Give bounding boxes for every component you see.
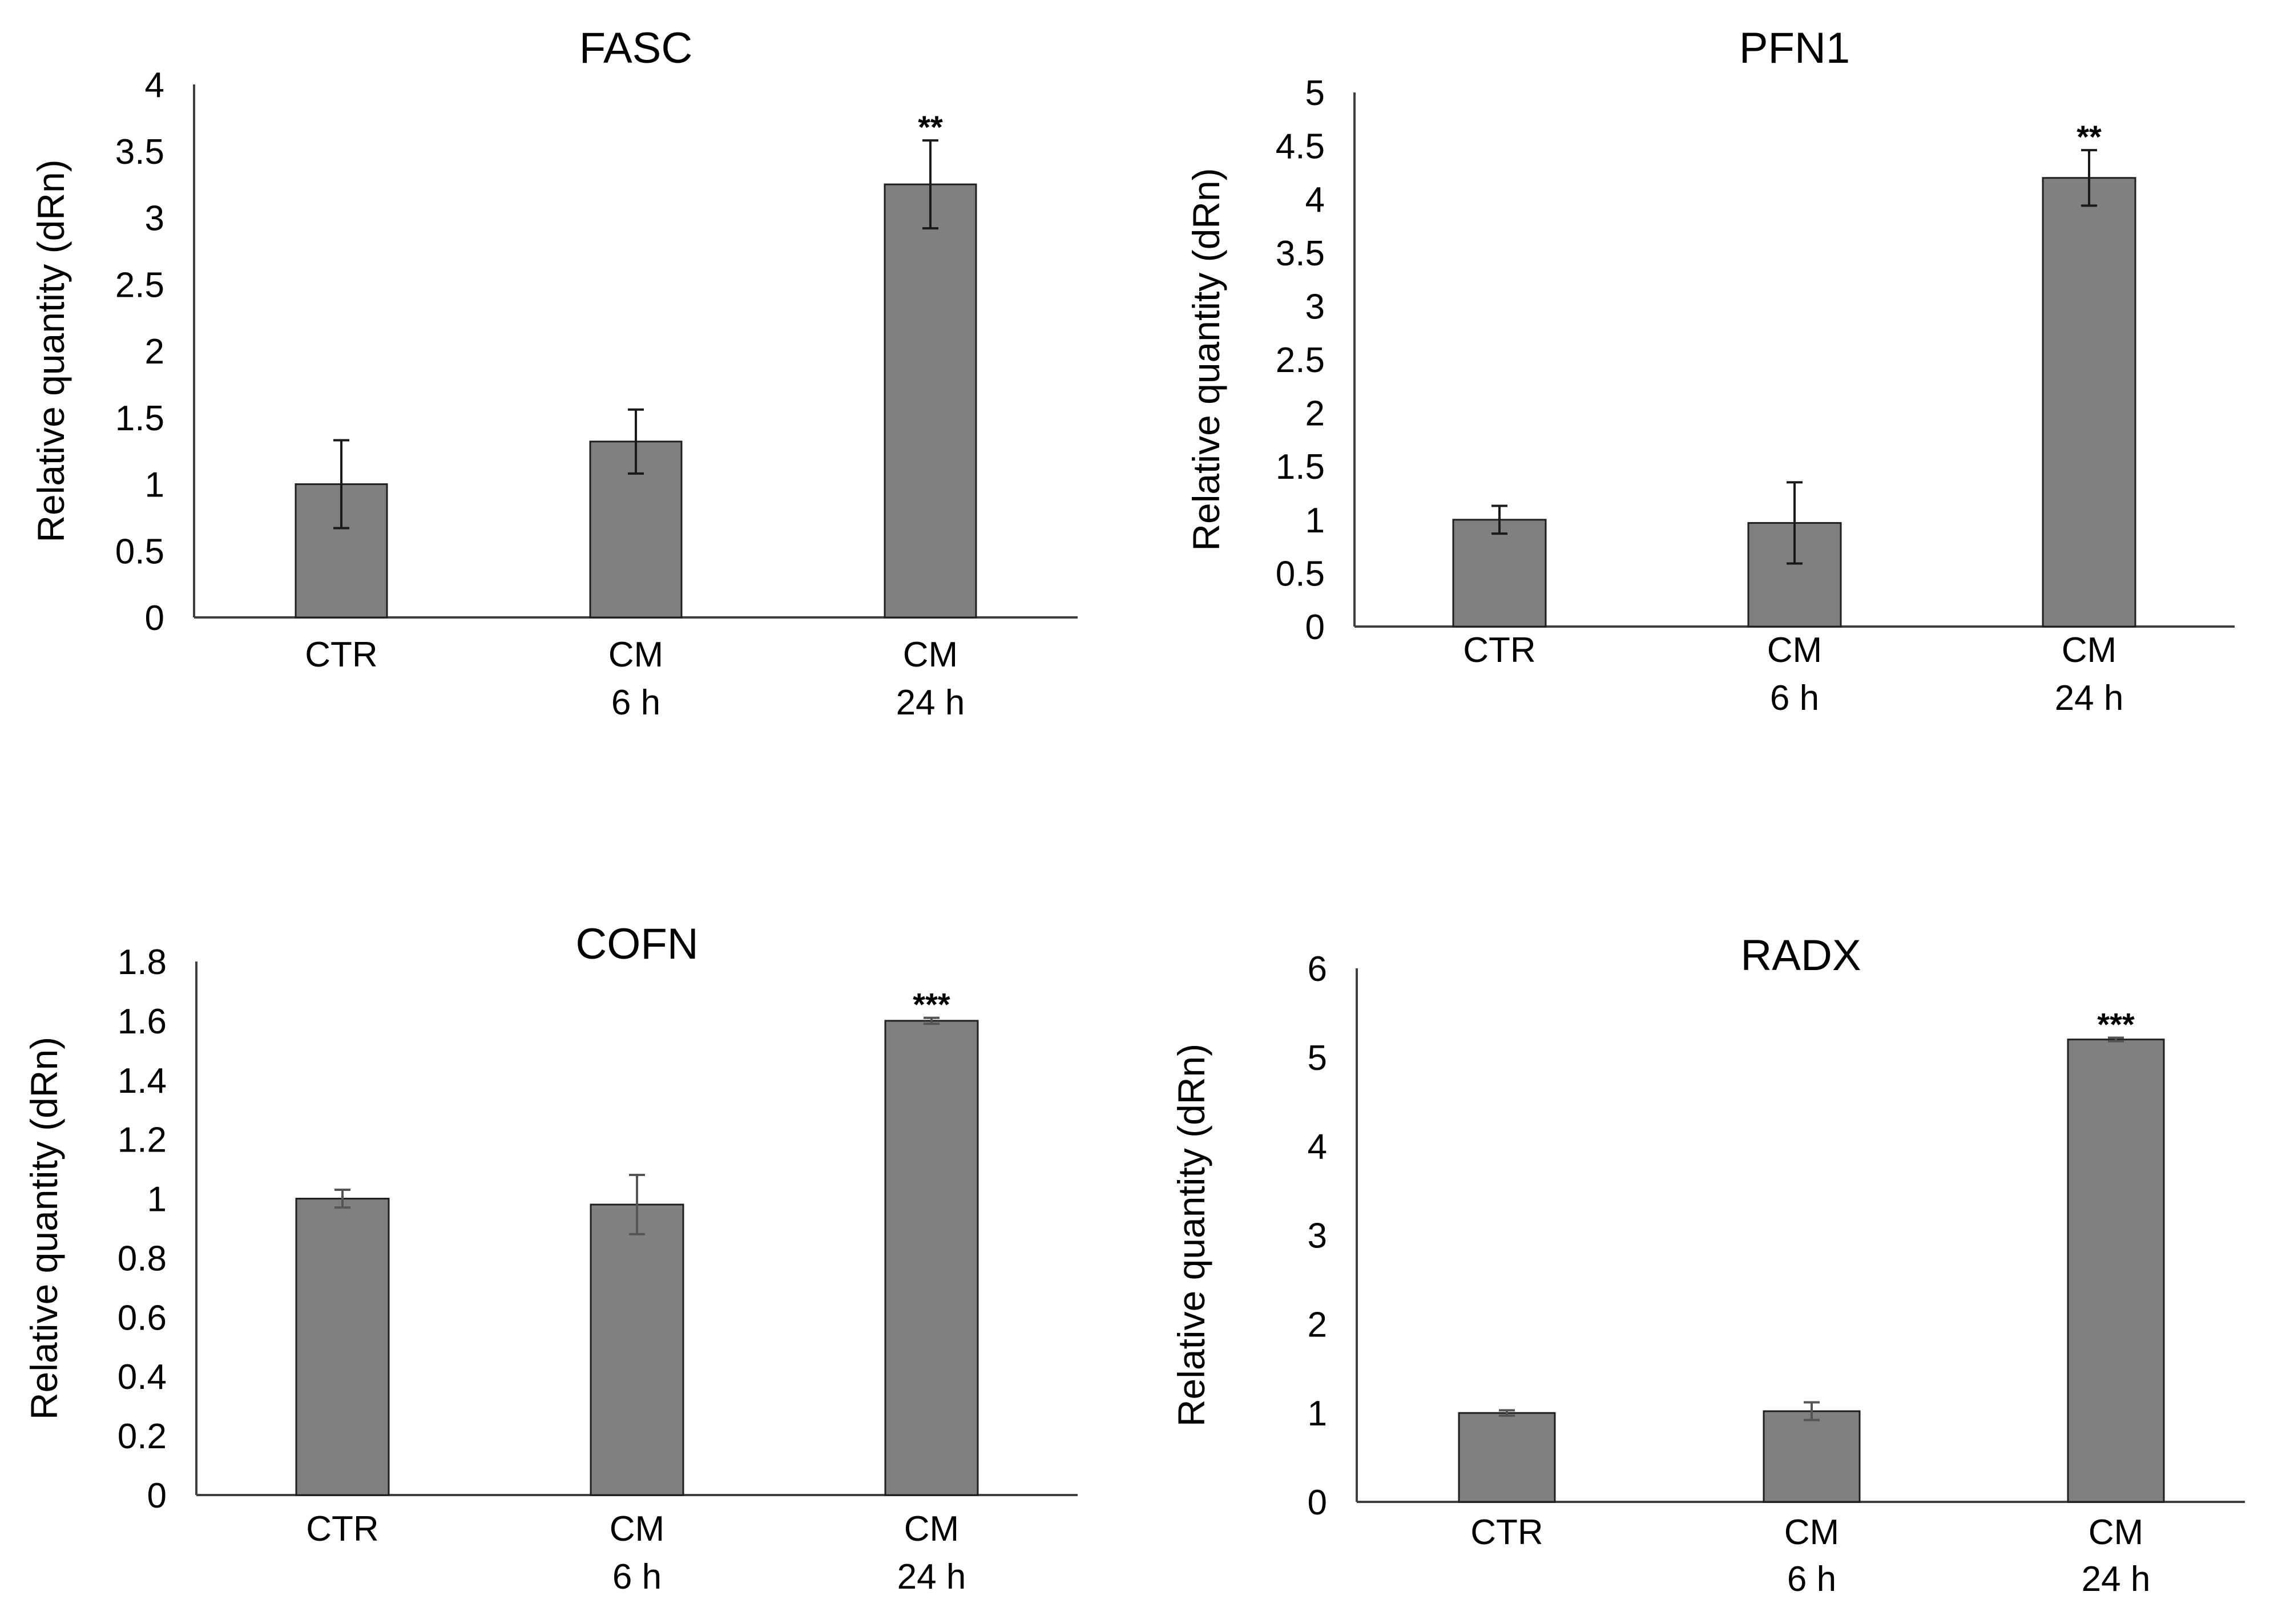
- chart-title: PFN1: [1739, 24, 1850, 72]
- bar: [884, 183, 977, 619]
- bar: [1747, 522, 1842, 628]
- significance-marker: **: [2077, 119, 2102, 155]
- y-tick-label: 2: [145, 332, 164, 371]
- y-tick-label: 0.8: [118, 1239, 167, 1278]
- y-tick-label: 5: [1308, 1039, 1327, 1078]
- y-tick-label: 1: [1305, 501, 1325, 540]
- chart-title: RADX: [1740, 931, 1861, 980]
- category-label: CM: [608, 635, 663, 674]
- y-tick-label: 3.5: [115, 132, 164, 172]
- y-tick-label: 1: [147, 1180, 167, 1219]
- bar: [589, 441, 683, 619]
- significance-marker: ***: [2097, 1007, 2135, 1043]
- y-tick-label: 3: [1305, 287, 1325, 326]
- pfn1-chart: PFN1 Relative quantity (dRn) 0 0.5 1 1.5 2 2.5 3…: [1185, 24, 2235, 718]
- y-tick-label: 1.8: [118, 943, 167, 982]
- y-tick-label: 3: [1308, 1217, 1327, 1256]
- y-tick-label: 4: [1308, 1128, 1327, 1167]
- category-label: CM: [903, 635, 958, 674]
- bar: [1763, 1410, 1861, 1503]
- category-label: CM: [904, 1509, 959, 1549]
- category-label: CM: [2089, 1513, 2143, 1552]
- bar: [1458, 1412, 1556, 1503]
- bar: [295, 1198, 390, 1496]
- y-tick-label: 0.2: [118, 1417, 167, 1456]
- y-tick-label: 0.6: [118, 1298, 167, 1338]
- category-label: 24 h: [896, 683, 965, 722]
- bar: [2067, 1039, 2165, 1503]
- y-tick-label: 0: [1308, 1483, 1327, 1522]
- category-label: CM: [1767, 631, 1822, 670]
- chart-title: COFN: [575, 920, 698, 968]
- category-label: 6 h: [1770, 678, 1819, 718]
- category-label: 24 h: [897, 1557, 966, 1597]
- bar: [2042, 177, 2136, 628]
- significance-marker: **: [918, 109, 943, 145]
- y-tick-label: 4: [1305, 180, 1325, 220]
- y-tick-label: 5: [1305, 74, 1325, 113]
- fasc-chart: FASC Relative quantity (dRn) 0 0.5 1 1.5 2 2.5 3…: [30, 24, 1078, 722]
- y-tick-label: 1.5: [1276, 447, 1325, 487]
- category-label: CTR: [305, 635, 377, 674]
- category-label: CTR: [1470, 1513, 1543, 1552]
- category-label: 24 h: [2055, 678, 2124, 718]
- bar: [590, 1203, 684, 1496]
- y-tick-label: 1.5: [115, 399, 164, 438]
- category-label: CM: [1784, 1513, 1839, 1552]
- y-tick-label: 0.4: [118, 1358, 167, 1397]
- y-tick-label: 1.2: [118, 1121, 167, 1160]
- y-tick-label: 6: [1308, 950, 1327, 989]
- y-tick-label: 1.4: [118, 1061, 167, 1101]
- y-tick-label: 4: [145, 66, 164, 105]
- y-tick-label: 1: [145, 466, 164, 505]
- y-tick-label: 0: [147, 1476, 167, 1516]
- category-label: 6 h: [1787, 1560, 1836, 1599]
- category-label: CTR: [1463, 631, 1535, 670]
- category-label: CM: [2062, 631, 2116, 670]
- category-label: 24 h: [2082, 1560, 2151, 1599]
- y-tick-label: 2.5: [115, 265, 164, 305]
- y-tick-label: 1: [1308, 1394, 1327, 1433]
- y-axis-label: Relative quantity (dRn): [23, 1037, 65, 1420]
- significance-marker: ***: [913, 987, 950, 1023]
- radx-chart: RADX Relative quantity (dRn) 0 1 2 3 4 5 6 CTR CM 6…: [1170, 931, 2245, 1599]
- y-axis-label: Relative quantity (dRn): [1170, 1044, 1212, 1427]
- category-label: 6 h: [612, 1557, 662, 1597]
- y-axis-label: Relative quantity (dRn): [1185, 168, 1227, 551]
- y-tick-label: 3.5: [1276, 234, 1325, 273]
- y-tick-label: 2: [1305, 394, 1325, 434]
- category-label: CTR: [306, 1509, 378, 1549]
- category-label: CM: [610, 1509, 664, 1549]
- y-tick-label: 0.5: [1276, 554, 1325, 593]
- bar: [884, 1020, 979, 1496]
- category-label: 6 h: [611, 683, 660, 722]
- cofn-chart: COFN Relative quantity (dRn) 0 0.2 0.4 0.6 0.8…: [23, 920, 1078, 1597]
- y-tick-label: 0.5: [115, 532, 164, 571]
- y-tick-label: 0: [1305, 608, 1325, 647]
- y-tick-label: 1.6: [118, 1002, 167, 1041]
- chart-title: FASC: [579, 24, 693, 72]
- y-tick-label: 3: [145, 199, 164, 239]
- y-tick-label: 4.5: [1276, 127, 1325, 167]
- y-axis-label: Relative quantity (dRn): [30, 159, 72, 542]
- y-tick-label: 2.5: [1276, 341, 1325, 380]
- bar: [1452, 519, 1547, 628]
- y-tick-label: 2: [1308, 1305, 1327, 1344]
- y-tick-label: 0: [145, 599, 164, 638]
